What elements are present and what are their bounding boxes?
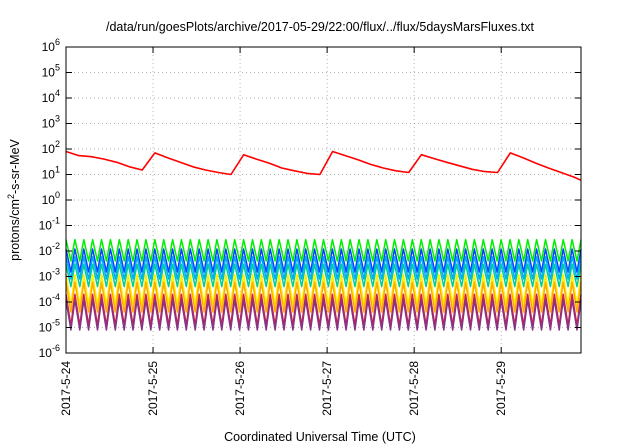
y-tick-label: 10-3 [39, 267, 60, 284]
y-tick-labels: 10-6 10-5 10-4 10-3 10-2 10-1 100 101 102 103 104 1… [39, 37, 60, 360]
series-line-0 [65, 150, 582, 181]
y-tick-label: 10-5 [39, 318, 60, 335]
y-tick-label: 10-2 [39, 241, 60, 258]
y-tick-label: 10-6 [39, 343, 60, 360]
band-series-line-2 [65, 255, 582, 280]
grid-lines [66, 47, 581, 353]
line-series [65, 150, 582, 181]
y-axis-label-text: protons/cm2-s-sr-MeV [6, 138, 22, 260]
plot-frame [65, 46, 582, 354]
x-tick-label: 2017-5-26 [233, 361, 247, 416]
x-tick-label: 2017-5-29 [494, 361, 508, 416]
x-tick-label: 2017-5-25 [146, 361, 160, 416]
x-tick-label: 2017-5-27 [320, 361, 334, 416]
band-series-line-7 [65, 299, 582, 331]
band-series-line-5 [65, 281, 582, 313]
y-tick-label: 104 [42, 88, 60, 105]
chart-title: /data/run/goesPlots/archive/2017-05-29/2… [105, 20, 534, 34]
band-series-line-0 [65, 238, 582, 262]
band-series-line-3 [65, 263, 582, 288]
y-tick-label: 102 [42, 139, 60, 156]
y-tick-label: 100 [42, 190, 60, 207]
x-axis-label: Coordinated Universal Time (UTC) [224, 430, 416, 444]
band-series-line-4 [65, 273, 582, 306]
y-tick-label: 103 [42, 114, 60, 131]
y-tick-label: 10-1 [39, 216, 60, 233]
band-series [65, 238, 582, 331]
y-tick-label: 105 [42, 63, 60, 80]
y-tick-label: 10-4 [39, 292, 60, 309]
y-tick-label: 106 [42, 37, 60, 54]
axes [65, 46, 582, 354]
x-tick-label: 2017-5-24 [59, 361, 73, 416]
x-tick-label: 2017-5-28 [407, 361, 421, 416]
band-series-line-1 [65, 248, 582, 273]
y-tick-label: 101 [42, 165, 60, 182]
y-axis-label: protons/cm2-s-sr-MeV [6, 138, 22, 260]
x-tick-labels: 2017-5-24 2017-5-25 2017-5-26 2017-5-27 2017… [59, 361, 508, 416]
